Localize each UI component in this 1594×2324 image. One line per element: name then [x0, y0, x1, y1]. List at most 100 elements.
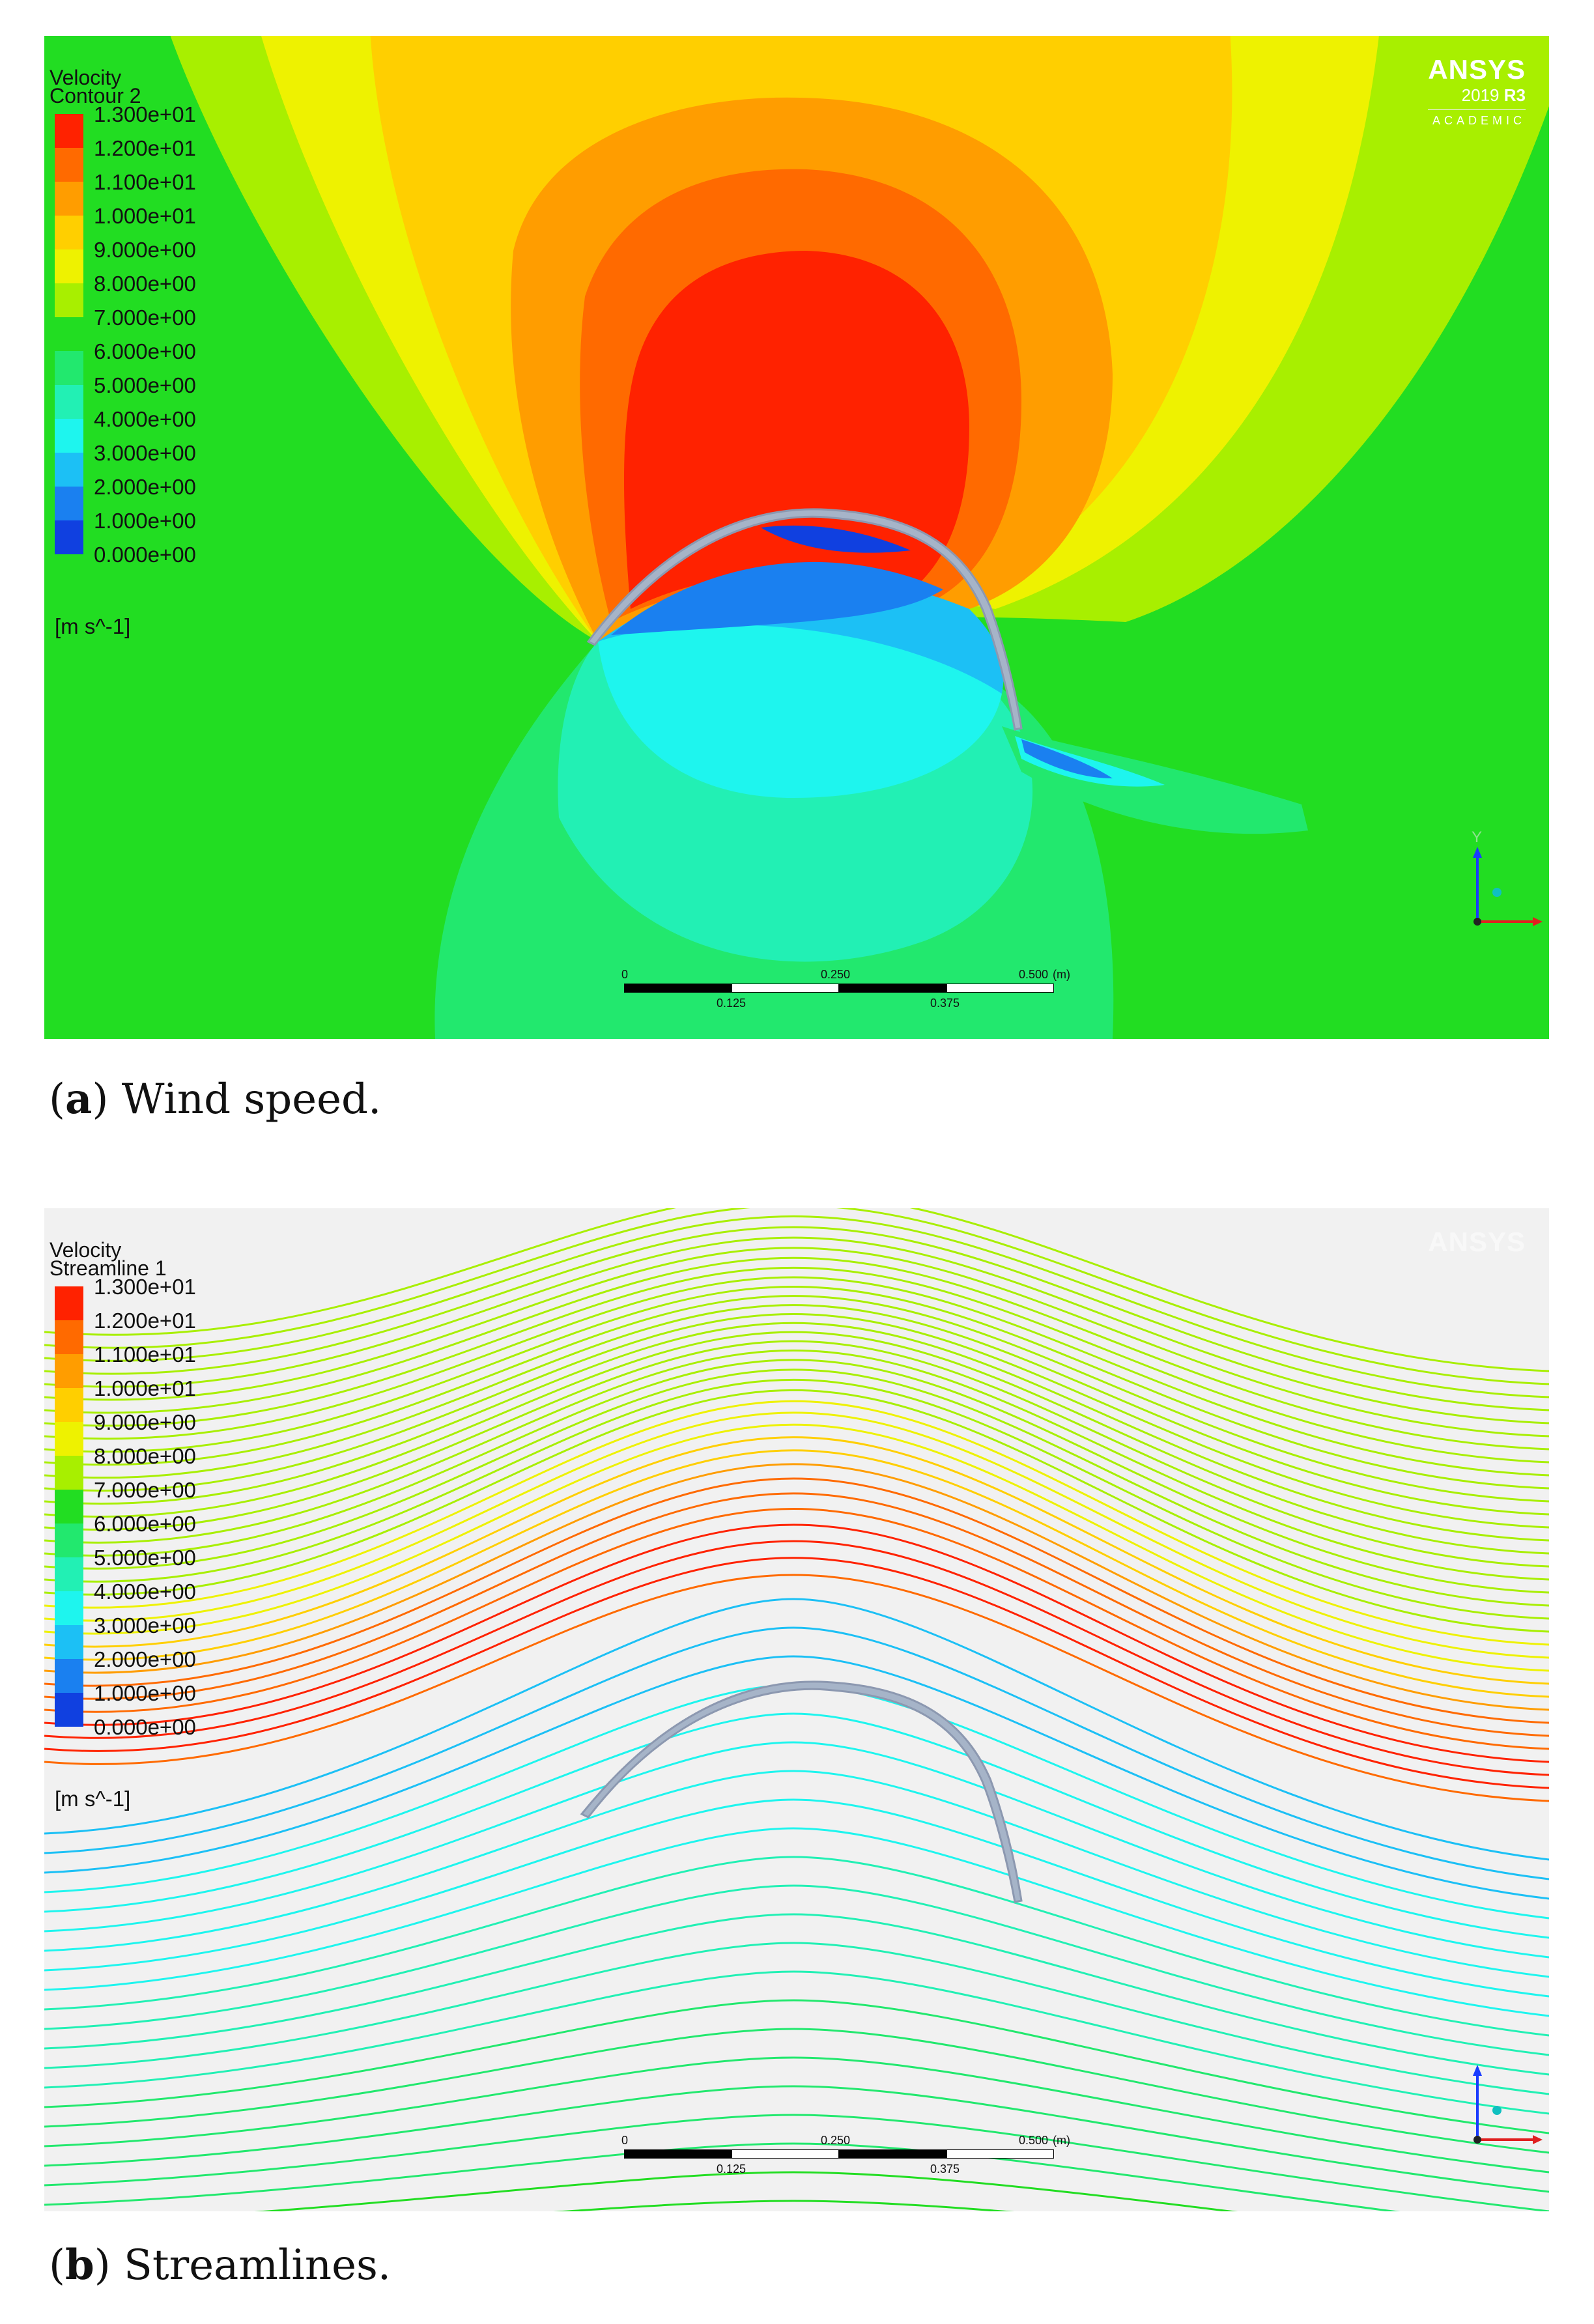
legend-swatch [55, 283, 83, 317]
legend-swatch [55, 1286, 83, 1320]
legend-swatch [55, 114, 83, 148]
streamline [44, 1389, 1549, 1633]
legend-swatch [55, 1523, 83, 1557]
streamline [44, 1331, 1549, 1555]
streamline [44, 1557, 1549, 1789]
streamline [44, 1400, 1549, 1646]
legend-swatch [55, 1456, 83, 1490]
legend-rows: 1.300e+01 1.200e+01 1.100e+01 1.000e+01 9.00… [50, 104, 258, 578]
legend-swatch [55, 182, 83, 216]
streamline [44, 1423, 1549, 1672]
streamline [44, 1508, 1549, 1750]
streamline [44, 1312, 1549, 1529]
legend-label: 1.200e+01 [94, 1309, 196, 1333]
streamline [44, 2142, 1401, 2211]
streamline [44, 1770, 1549, 1978]
streamline [44, 1368, 1549, 1607]
legend-swatch [55, 487, 83, 520]
contour-panel: Velocity Contour 2 1.300e+01 1.200e+01 1.1… [44, 36, 1549, 1039]
legend-label: 4.000e+00 [94, 1580, 196, 1604]
legend-label: 4.000e+00 [94, 407, 196, 431]
streamline [44, 1304, 1549, 1516]
brand-version: 2019 R3 [1461, 85, 1526, 105]
ansys-logo: ANSYS 2019 R3 ACADEMIC [1428, 54, 1526, 128]
streamline [44, 1463, 1549, 1711]
streamline [44, 2114, 1549, 2211]
legend-swatch [55, 148, 83, 182]
svg-text:Y: Y [1472, 829, 1482, 846]
streamline [44, 1574, 1549, 1802]
streamline [254, 2171, 1238, 2211]
streamline [44, 1856, 1549, 2037]
streamline [44, 1256, 1549, 1451]
legend-swatch [55, 317, 83, 351]
legend-label: 5.000e+00 [94, 373, 196, 397]
streamline [44, 1970, 1549, 2115]
caption-b: (b) Streamlines. [49, 2241, 391, 2289]
legend-label: 5.000e+00 [94, 1546, 196, 1570]
legend-swatch [55, 216, 83, 249]
legend-swatch [55, 453, 83, 487]
legend-label: 0.000e+00 [94, 1715, 196, 1739]
legend-label: 2.000e+00 [94, 475, 196, 499]
streamline [44, 1236, 1549, 1424]
legend-label: 8.000e+00 [94, 272, 196, 296]
streamline [44, 1626, 1549, 1880]
streamline [44, 1226, 1549, 1411]
streamline [44, 2028, 1549, 2154]
legend-label: 7.000e+00 [94, 1478, 196, 1502]
legend-label: 1.000e+01 [94, 1376, 196, 1400]
streamline [44, 1285, 1549, 1490]
streamline [44, 1411, 1549, 1659]
streamline [44, 1884, 1549, 2056]
legend-label: 1.200e+01 [94, 136, 196, 160]
legend-swatch [55, 1388, 83, 1422]
legend-swatch [55, 1320, 83, 1354]
legend-swatch [55, 1354, 83, 1388]
legend-rows: 1.300e+01 1.200e+01 1.100e+01 1.000e+01 9.00… [50, 1276, 258, 1750]
brand-name: ANSYS [1428, 54, 1526, 85]
legend-label: 9.000e+00 [94, 238, 196, 262]
legend-label: 1.100e+01 [94, 1342, 196, 1367]
streamline [44, 1492, 1549, 1737]
legend-title: Velocity [50, 1238, 122, 1262]
streamline [44, 1349, 1549, 1581]
legend-label: 1.000e+00 [94, 509, 196, 533]
scale-bar: 0 0.250 0.500 (m) 0.125 0.375 [621, 2134, 1070, 2175]
brand-edition: ACADEMIC [1428, 109, 1526, 128]
legend-swatch [55, 1625, 83, 1659]
streamline-panel: Velocity Streamline 1 1.300e+01 1.200e+01… [44, 1208, 1549, 2211]
legend-label: 3.000e+00 [94, 441, 196, 465]
legend-swatch [55, 1490, 83, 1523]
velocity-contour-plot [44, 36, 1549, 1039]
legend-label: 8.000e+00 [94, 1444, 196, 1468]
streamline [44, 1913, 1549, 2076]
streamline [44, 1247, 1549, 1438]
legend-swatch [55, 1422, 83, 1456]
streamline [44, 2085, 1549, 2193]
legend-label: 1.000e+01 [94, 204, 196, 228]
legend-label: 3.000e+00 [94, 1613, 196, 1637]
ansys-logo: ANSYS [1428, 1226, 1526, 1258]
legend-label: 1.300e+01 [94, 1275, 196, 1299]
streamline-legend: Velocity Streamline 1 1.300e+01 1.200e+01… [50, 1238, 258, 1809]
streamline [44, 1295, 1549, 1503]
streamline [44, 1276, 1549, 1477]
streamline [44, 1208, 1549, 1385]
scale-bar: 0 0.250 0.500 (m) 0.125 0.375 [621, 968, 1070, 1010]
streamline [44, 1540, 1549, 1776]
legend-unit: [m s^-1] [55, 1787, 131, 1811]
streamline [552, 2200, 1015, 2211]
streamline [44, 1741, 1549, 1959]
streamline [44, 1449, 1549, 1698]
contour-legend: Velocity Contour 2 1.300e+01 1.200e+01 1.1… [50, 67, 258, 637]
brand-name: ANSYS [1428, 1226, 1526, 1257]
legend-label: 1.100e+01 [94, 170, 196, 194]
streamline [44, 1942, 1549, 2095]
streamline [44, 1798, 1549, 1998]
legend-swatch [55, 1591, 83, 1625]
legend-label: 0.000e+00 [94, 543, 196, 567]
streamline [44, 1208, 1549, 1372]
caption-a: (a) Wind speed. [49, 1075, 382, 1124]
legend-label: 7.000e+00 [94, 305, 196, 330]
